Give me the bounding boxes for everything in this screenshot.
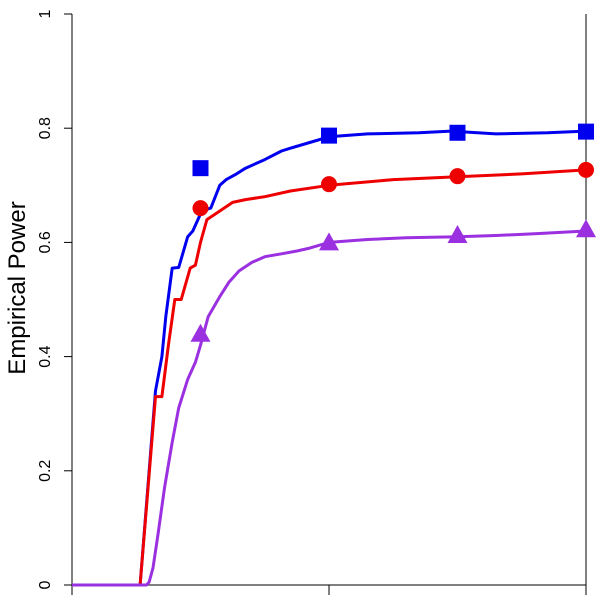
y-tick-label: 0.4	[37, 345, 54, 367]
triangle-marker	[190, 323, 211, 342]
series-square	[72, 123, 594, 587]
square-marker	[578, 123, 594, 140]
y-tick-label: 0.2	[37, 460, 54, 482]
series-layer	[72, 123, 596, 587]
triangle-marker	[576, 219, 596, 238]
y-axis-label: Empirical Power	[4, 201, 31, 374]
y-axis: 0 0.2 0.4 0.6 0.8 1	[37, 9, 72, 589]
circle-marker	[578, 161, 594, 178]
circle-marker	[321, 176, 337, 193]
circle-marker	[192, 200, 209, 217]
square-marker	[321, 127, 337, 144]
y-tick-label: 0	[37, 580, 54, 589]
series-triangle	[72, 219, 596, 587]
y-tick-label: 0.6	[37, 231, 54, 253]
series-line-square	[72, 129, 587, 587]
circle-marker	[449, 168, 466, 185]
square-marker	[192, 160, 209, 177]
x-axis	[71, 585, 587, 595]
series-line-circle	[72, 168, 587, 587]
triangle-marker	[447, 224, 468, 243]
y-tick-label: 0.8	[37, 117, 54, 139]
series-circle	[72, 161, 594, 587]
plot-frame	[71, 14, 587, 586]
triangle-marker	[319, 232, 339, 251]
y-tick-label: 1	[37, 9, 54, 18]
square-marker	[449, 124, 466, 141]
series-line-triangle	[72, 229, 587, 587]
